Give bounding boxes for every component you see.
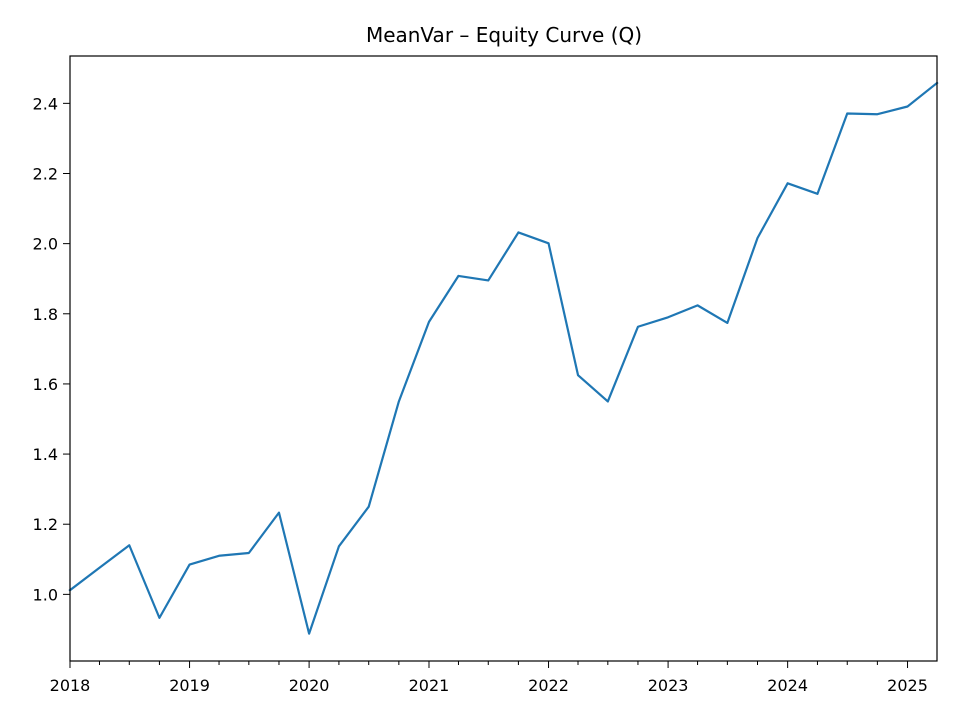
- y-tick-label: 1.4: [33, 445, 58, 464]
- y-tick-label: 1.2: [33, 515, 58, 534]
- y-tick-label: 1.8: [33, 305, 58, 324]
- series-line: [68, 81, 939, 635]
- chart-title: MeanVar – Equity Curve (Q): [366, 23, 642, 47]
- y-tick-label: 2.2: [33, 164, 58, 183]
- x-tick-label: 2022: [528, 676, 569, 695]
- x-tick-label: 2018: [50, 676, 91, 695]
- x-tick-label: 2024: [767, 676, 808, 695]
- plot-frame: [69, 55, 938, 662]
- x-tick-label: 2023: [648, 676, 689, 695]
- y-tick-label: 1.0: [33, 585, 58, 604]
- x-tick-label: 2020: [289, 676, 330, 695]
- x-tick-label: 2021: [409, 676, 450, 695]
- y-tick-label: 2.0: [33, 235, 58, 254]
- y-tick-label: 2.4: [33, 94, 58, 113]
- x-tick-label: 2025: [887, 676, 928, 695]
- y-tick-label: 1.6: [33, 375, 58, 394]
- x-tick-label: 2019: [169, 676, 210, 695]
